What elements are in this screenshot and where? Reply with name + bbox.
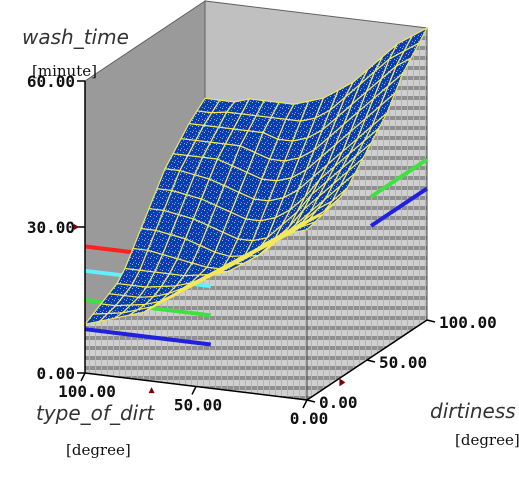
- surface: [83, 26, 429, 326]
- x-tick-mark: [191, 386, 197, 395]
- y-tick-mark: [306, 399, 316, 403]
- y-tick-mark: [426, 319, 436, 323]
- side-band-1: [369, 186, 429, 228]
- y-axis-label: dirtiness: [430, 399, 516, 423]
- side-band-0: [369, 157, 429, 199]
- x-axis-label: type_of_dirt: [36, 401, 155, 425]
- x-tick-mark: [80, 372, 86, 382]
- z-axis-label: wash_time: [22, 25, 129, 49]
- x-tick-label: 0.00: [290, 409, 329, 428]
- x-tick-label: 50.00: [174, 396, 222, 415]
- z-marker: [74, 224, 79, 230]
- z-tick-label: 30.00: [27, 218, 75, 237]
- z-tick-label: 0.00: [36, 364, 75, 383]
- contour-band-3: [84, 327, 212, 347]
- x-marker: [148, 387, 155, 394]
- y-tick-label: 0.00: [319, 393, 358, 412]
- y-tick-mark: [366, 359, 376, 363]
- y-tick-label: 50.00: [379, 353, 427, 372]
- x-tick-label: 100.00: [58, 382, 116, 401]
- x-tick-mark: [302, 399, 308, 409]
- axes: 0.0030.0060.00100.0050.000.000.0050.0010…: [27, 72, 497, 428]
- y-tick-label: 100.00: [439, 313, 497, 332]
- y-axis-unit: [degree]: [455, 431, 519, 449]
- surface-cell: [291, 221, 316, 234]
- labels: wash_time [minute] type_of_dirt [degree]…: [22, 25, 519, 459]
- z-tick-label: 60.00: [27, 72, 75, 91]
- z-axis-unit: [minute]: [32, 62, 97, 80]
- y-marker: [339, 378, 346, 387]
- x-axis-unit: [degree]: [66, 441, 131, 459]
